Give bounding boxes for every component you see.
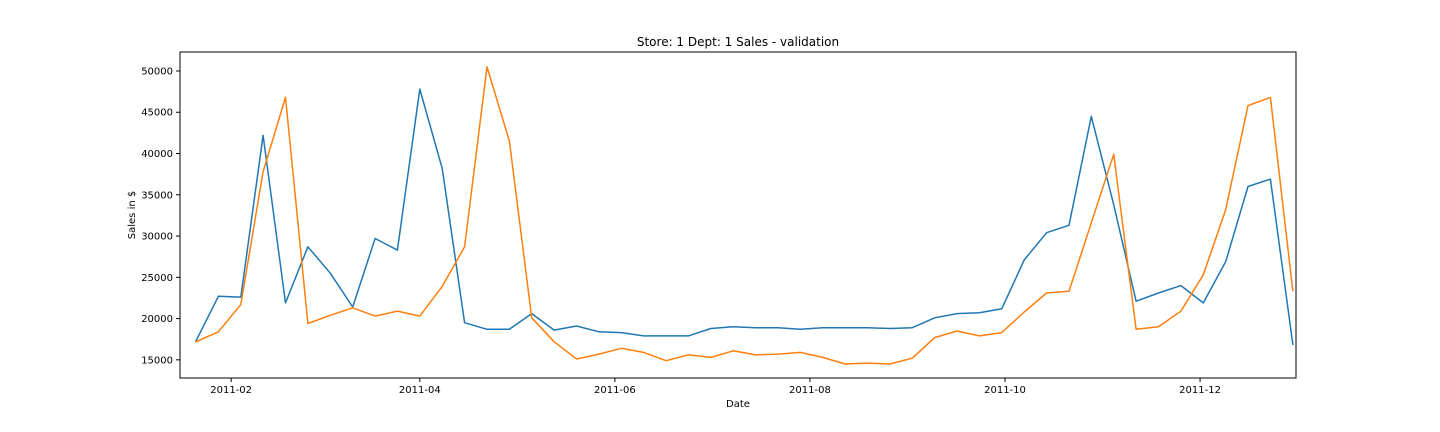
x-axis-ticks: 2011-02 2011-04 2011-06 2011-08 2011-10 2011-…: [210, 378, 1221, 396]
plot-area-frame: [179, 51, 1297, 379]
x-tick-label: 2011-10: [984, 385, 1026, 396]
y-axis-ticks: 15000 20000 25000 30000 35000 40000 45000 50000: [141, 66, 180, 366]
x-tick-label: 2011-06: [594, 385, 636, 396]
y-tick-label: 40000: [141, 149, 173, 160]
y-tick-label: 30000: [141, 232, 173, 243]
x-tick-label: 2011-12: [1179, 385, 1221, 396]
chart-title: Store: 1 Dept: 1 Sales - validation: [637, 35, 839, 49]
y-tick-label: 20000: [141, 314, 173, 325]
x-axis-title: Date: [726, 399, 750, 410]
y-tick-label: 25000: [141, 273, 173, 284]
y-tick-label: 35000: [141, 190, 173, 201]
y-tick-label: 50000: [141, 66, 173, 77]
y-tick-label: 15000: [141, 355, 173, 366]
x-tick-label: 2011-08: [789, 385, 831, 396]
x-tick-label: 2011-04: [399, 385, 441, 396]
x-tick-label: 2011-02: [210, 385, 252, 396]
y-axis-title: Sales in $: [127, 191, 138, 239]
series-line-1: [194, 88, 1294, 346]
series-line-2: [195, 66, 1294, 365]
y-tick-label: 45000: [141, 108, 173, 119]
series-layer: [194, 66, 1294, 365]
